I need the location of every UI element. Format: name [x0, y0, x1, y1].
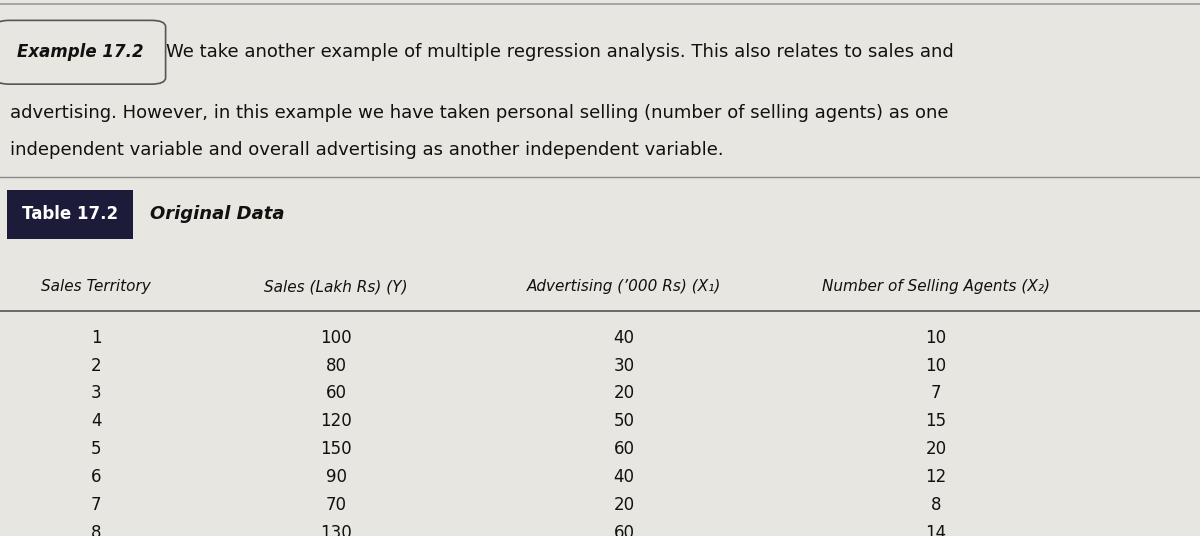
Text: 120: 120 [320, 412, 352, 430]
Text: 150: 150 [320, 440, 352, 458]
Text: 3: 3 [91, 384, 101, 403]
Text: 10: 10 [925, 329, 947, 347]
Text: advertising. However, in this example we have taken personal selling (number of : advertising. However, in this example we… [10, 103, 948, 122]
Text: 12: 12 [925, 468, 947, 486]
Text: 20: 20 [613, 496, 635, 514]
Text: 20: 20 [613, 384, 635, 403]
Text: 8: 8 [931, 496, 941, 514]
Text: 8: 8 [91, 524, 101, 536]
FancyBboxPatch shape [0, 20, 166, 84]
Text: 30: 30 [613, 356, 635, 375]
Text: 10: 10 [925, 356, 947, 375]
Text: Advertising (’000 Rs) (X₁): Advertising (’000 Rs) (X₁) [527, 279, 721, 294]
Text: 50: 50 [613, 412, 635, 430]
Text: 100: 100 [320, 329, 352, 347]
Text: 7: 7 [91, 496, 101, 514]
Text: 90: 90 [325, 468, 347, 486]
Text: 40: 40 [613, 468, 635, 486]
Text: We take another example of multiple regression analysis. This also relates to sa: We take another example of multiple regr… [166, 43, 953, 61]
Text: 1: 1 [91, 329, 101, 347]
Text: 40: 40 [613, 329, 635, 347]
Text: 6: 6 [91, 468, 101, 486]
Text: 4: 4 [91, 412, 101, 430]
Text: Original Data: Original Data [150, 205, 284, 224]
Text: 5: 5 [91, 440, 101, 458]
FancyBboxPatch shape [7, 190, 133, 239]
Text: Example 17.2: Example 17.2 [17, 43, 144, 61]
Text: 2: 2 [91, 356, 101, 375]
Text: 60: 60 [613, 440, 635, 458]
Text: 70: 70 [325, 496, 347, 514]
Text: Table 17.2: Table 17.2 [22, 205, 119, 224]
Text: Number of Selling Agents (X₂): Number of Selling Agents (X₂) [822, 279, 1050, 294]
Text: 60: 60 [325, 384, 347, 403]
Text: 20: 20 [925, 440, 947, 458]
Text: 130: 130 [320, 524, 352, 536]
Text: 14: 14 [925, 524, 947, 536]
Text: independent variable and overall advertising as another independent variable.: independent variable and overall adverti… [10, 141, 724, 159]
Text: 60: 60 [613, 524, 635, 536]
Text: Sales (Lakh Rs) (Y): Sales (Lakh Rs) (Y) [264, 279, 408, 294]
Text: 7: 7 [931, 384, 941, 403]
Text: 80: 80 [325, 356, 347, 375]
Text: Sales Territory: Sales Territory [41, 279, 151, 294]
Text: 15: 15 [925, 412, 947, 430]
